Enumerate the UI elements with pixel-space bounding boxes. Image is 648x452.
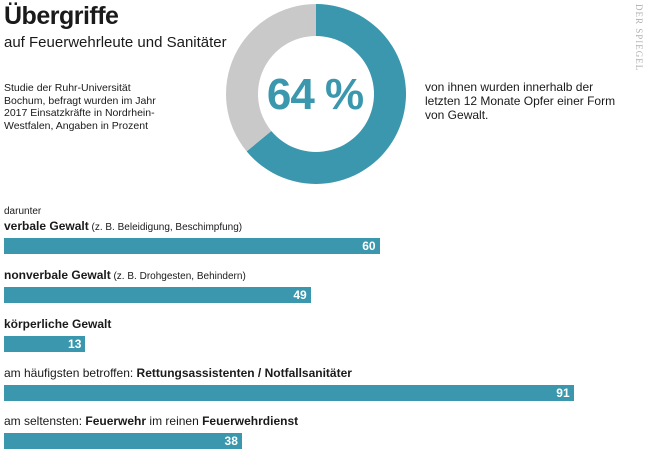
bar-label: verbale Gewalt (z. B. Beleidigung, Besch…: [4, 219, 242, 233]
bar-value-label: 91: [556, 386, 570, 400]
bar-value-label: 38: [224, 434, 238, 448]
bar-label-text: am häufigsten betroffen:: [4, 366, 137, 380]
bar-label: nonverbale Gewalt (z. B. Drohgesten, Beh…: [4, 268, 246, 282]
bar-label-text: im reinen: [146, 414, 203, 428]
bar-label-text: Rettungsassistenten / Notfallsanitäter: [136, 366, 352, 380]
bar-label-text: verbale Gewalt: [4, 219, 89, 233]
donut-slice-main: [246, 4, 406, 184]
bar-label-text: körperliche Gewalt: [4, 317, 112, 331]
study-note: Studie der Ruhr-Universität Bochum, befr…: [4, 82, 156, 132]
bar-label-note: (z. B. Beleidigung, Beschimpfung): [88, 222, 243, 233]
bar-value-label: 60: [362, 239, 376, 253]
bar-label: am seltensten: Feuerwehr im reinen Feuer…: [4, 414, 298, 428]
bar-label-text: Feuerwehrdienst: [202, 414, 299, 428]
bar-label: am häufigsten betroffen: Rettungsassiste…: [4, 366, 352, 380]
bar: 49: [4, 287, 311, 303]
bar: 60: [4, 238, 380, 254]
bar-label-note: (z. B. Drohgesten, Behindern): [110, 271, 246, 282]
bar-value-label: 49: [293, 288, 307, 302]
darunter-label: darunter: [4, 206, 42, 217]
bar-value-label: 13: [68, 337, 82, 351]
source-watermark: DER SPIEGEL: [634, 4, 644, 72]
bar: 91: [4, 385, 574, 401]
donut-center-label: 64 %: [266, 70, 364, 119]
bar-label-text: nonverbale Gewalt: [4, 268, 111, 282]
bar-label: körperliche Gewalt: [4, 317, 111, 331]
bar: 38: [4, 433, 242, 449]
chart-subtitle: auf Feuerwehrleute und Sanitäter: [4, 34, 227, 51]
bar-label-text: am seltensten:: [4, 414, 86, 428]
donut-description: von ihnen wurden innerhalb der letzten 1…: [425, 80, 616, 122]
donut-slice-remainder: [225, 4, 316, 152]
chart-title: Übergriffe: [4, 2, 119, 30]
donut-chart: [225, 4, 406, 184]
bar: 13: [4, 336, 86, 352]
bar-label-text: Feuerwehr: [85, 414, 147, 428]
